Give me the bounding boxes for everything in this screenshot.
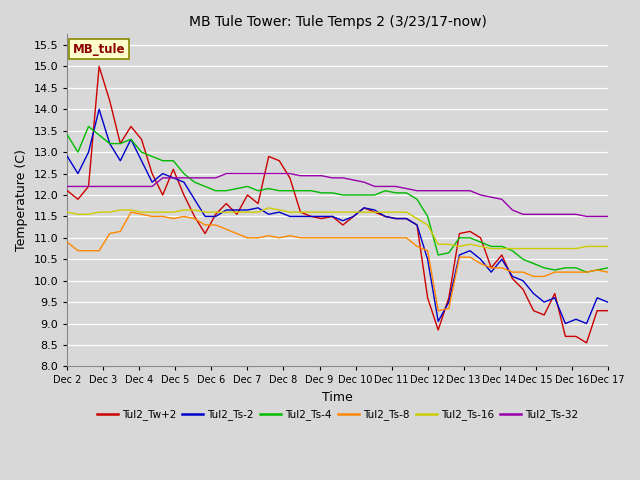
Tul2_Tw+2: [424, 295, 431, 300]
Tul2_Ts-8: [424, 248, 431, 253]
Tul2_Ts-4: [360, 192, 368, 198]
Tul2_Ts-32: [223, 171, 230, 177]
Line: Tul2_Ts-4: Tul2_Ts-4: [67, 126, 608, 272]
Tul2_Ts-2: [328, 214, 336, 219]
Tul2_Ts-16: [403, 209, 410, 215]
Tul2_Ts-2: [116, 158, 124, 164]
Legend: Tul2_Tw+2, Tul2_Ts-2, Tul2_Ts-4, Tul2_Ts-8, Tul2_Ts-16, Tul2_Ts-32: Tul2_Tw+2, Tul2_Ts-2, Tul2_Ts-4, Tul2_Ts…: [93, 405, 582, 424]
Line: Tul2_Tw+2: Tul2_Tw+2: [67, 66, 608, 343]
Tul2_Ts-4: [84, 123, 92, 129]
Tul2_Ts-16: [487, 246, 495, 252]
X-axis label: Time: Time: [322, 391, 353, 404]
Tul2_Ts-8: [360, 235, 368, 241]
Tul2_Ts-4: [582, 269, 590, 275]
Tul2_Ts-2: [95, 107, 103, 112]
Tul2_Tw+2: [328, 214, 336, 219]
Tul2_Ts-8: [265, 233, 273, 239]
Tul2_Ts-32: [265, 171, 273, 177]
Tul2_Ts-4: [116, 141, 124, 146]
Tul2_Ts-2: [360, 205, 368, 211]
Tul2_Ts-32: [63, 183, 71, 189]
Tul2_Ts-4: [63, 132, 71, 138]
Tul2_Ts-4: [424, 214, 431, 219]
Y-axis label: Temperature (C): Temperature (C): [15, 149, 28, 252]
Tul2_Ts-16: [265, 205, 273, 211]
Tul2_Ts-32: [106, 183, 113, 189]
Tul2_Ts-16: [328, 209, 336, 215]
Tul2_Ts-2: [403, 216, 410, 221]
Tul2_Ts-8: [328, 235, 336, 241]
Tul2_Tw+2: [582, 340, 590, 346]
Tul2_Ts-16: [254, 209, 262, 215]
Line: Tul2_Ts-16: Tul2_Ts-16: [67, 208, 608, 249]
Tul2_Tw+2: [95, 63, 103, 69]
Tul2_Ts-8: [63, 239, 71, 245]
Text: MB_tule: MB_tule: [73, 43, 125, 56]
Tul2_Ts-16: [106, 209, 113, 215]
Line: Tul2_Ts-32: Tul2_Ts-32: [67, 174, 608, 216]
Tul2_Tw+2: [116, 141, 124, 146]
Tul2_Ts-2: [561, 321, 569, 326]
Tul2_Ts-4: [265, 186, 273, 192]
Line: Tul2_Ts-2: Tul2_Ts-2: [67, 109, 608, 324]
Tul2_Ts-32: [360, 179, 368, 185]
Tul2_Ts-16: [63, 209, 71, 215]
Tul2_Ts-8: [106, 231, 113, 237]
Tul2_Ts-2: [604, 299, 612, 305]
Tul2_Ts-4: [604, 265, 612, 271]
Tul2_Ts-8: [127, 209, 135, 215]
Tul2_Tw+2: [403, 216, 410, 221]
Tul2_Tw+2: [604, 308, 612, 313]
Tul2_Tw+2: [63, 188, 71, 193]
Tul2_Ts-2: [63, 154, 71, 159]
Tul2_Ts-32: [424, 188, 431, 193]
Tul2_Tw+2: [360, 205, 368, 211]
Tul2_Ts-32: [328, 175, 336, 181]
Tul2_Ts-8: [435, 308, 442, 313]
Title: MB Tule Tower: Tule Temps 2 (3/23/17-now): MB Tule Tower: Tule Temps 2 (3/23/17-now…: [189, 15, 486, 29]
Tul2_Ts-8: [604, 269, 612, 275]
Tul2_Tw+2: [265, 154, 273, 159]
Tul2_Ts-16: [424, 222, 431, 228]
Tul2_Ts-2: [424, 256, 431, 262]
Tul2_Ts-32: [582, 214, 590, 219]
Tul2_Ts-2: [265, 211, 273, 217]
Line: Tul2_Ts-8: Tul2_Ts-8: [67, 212, 608, 311]
Tul2_Ts-16: [604, 243, 612, 249]
Tul2_Ts-4: [328, 190, 336, 196]
Tul2_Ts-32: [403, 186, 410, 192]
Tul2_Ts-32: [604, 214, 612, 219]
Tul2_Ts-8: [403, 235, 410, 241]
Tul2_Ts-16: [360, 209, 368, 215]
Tul2_Ts-4: [403, 190, 410, 196]
